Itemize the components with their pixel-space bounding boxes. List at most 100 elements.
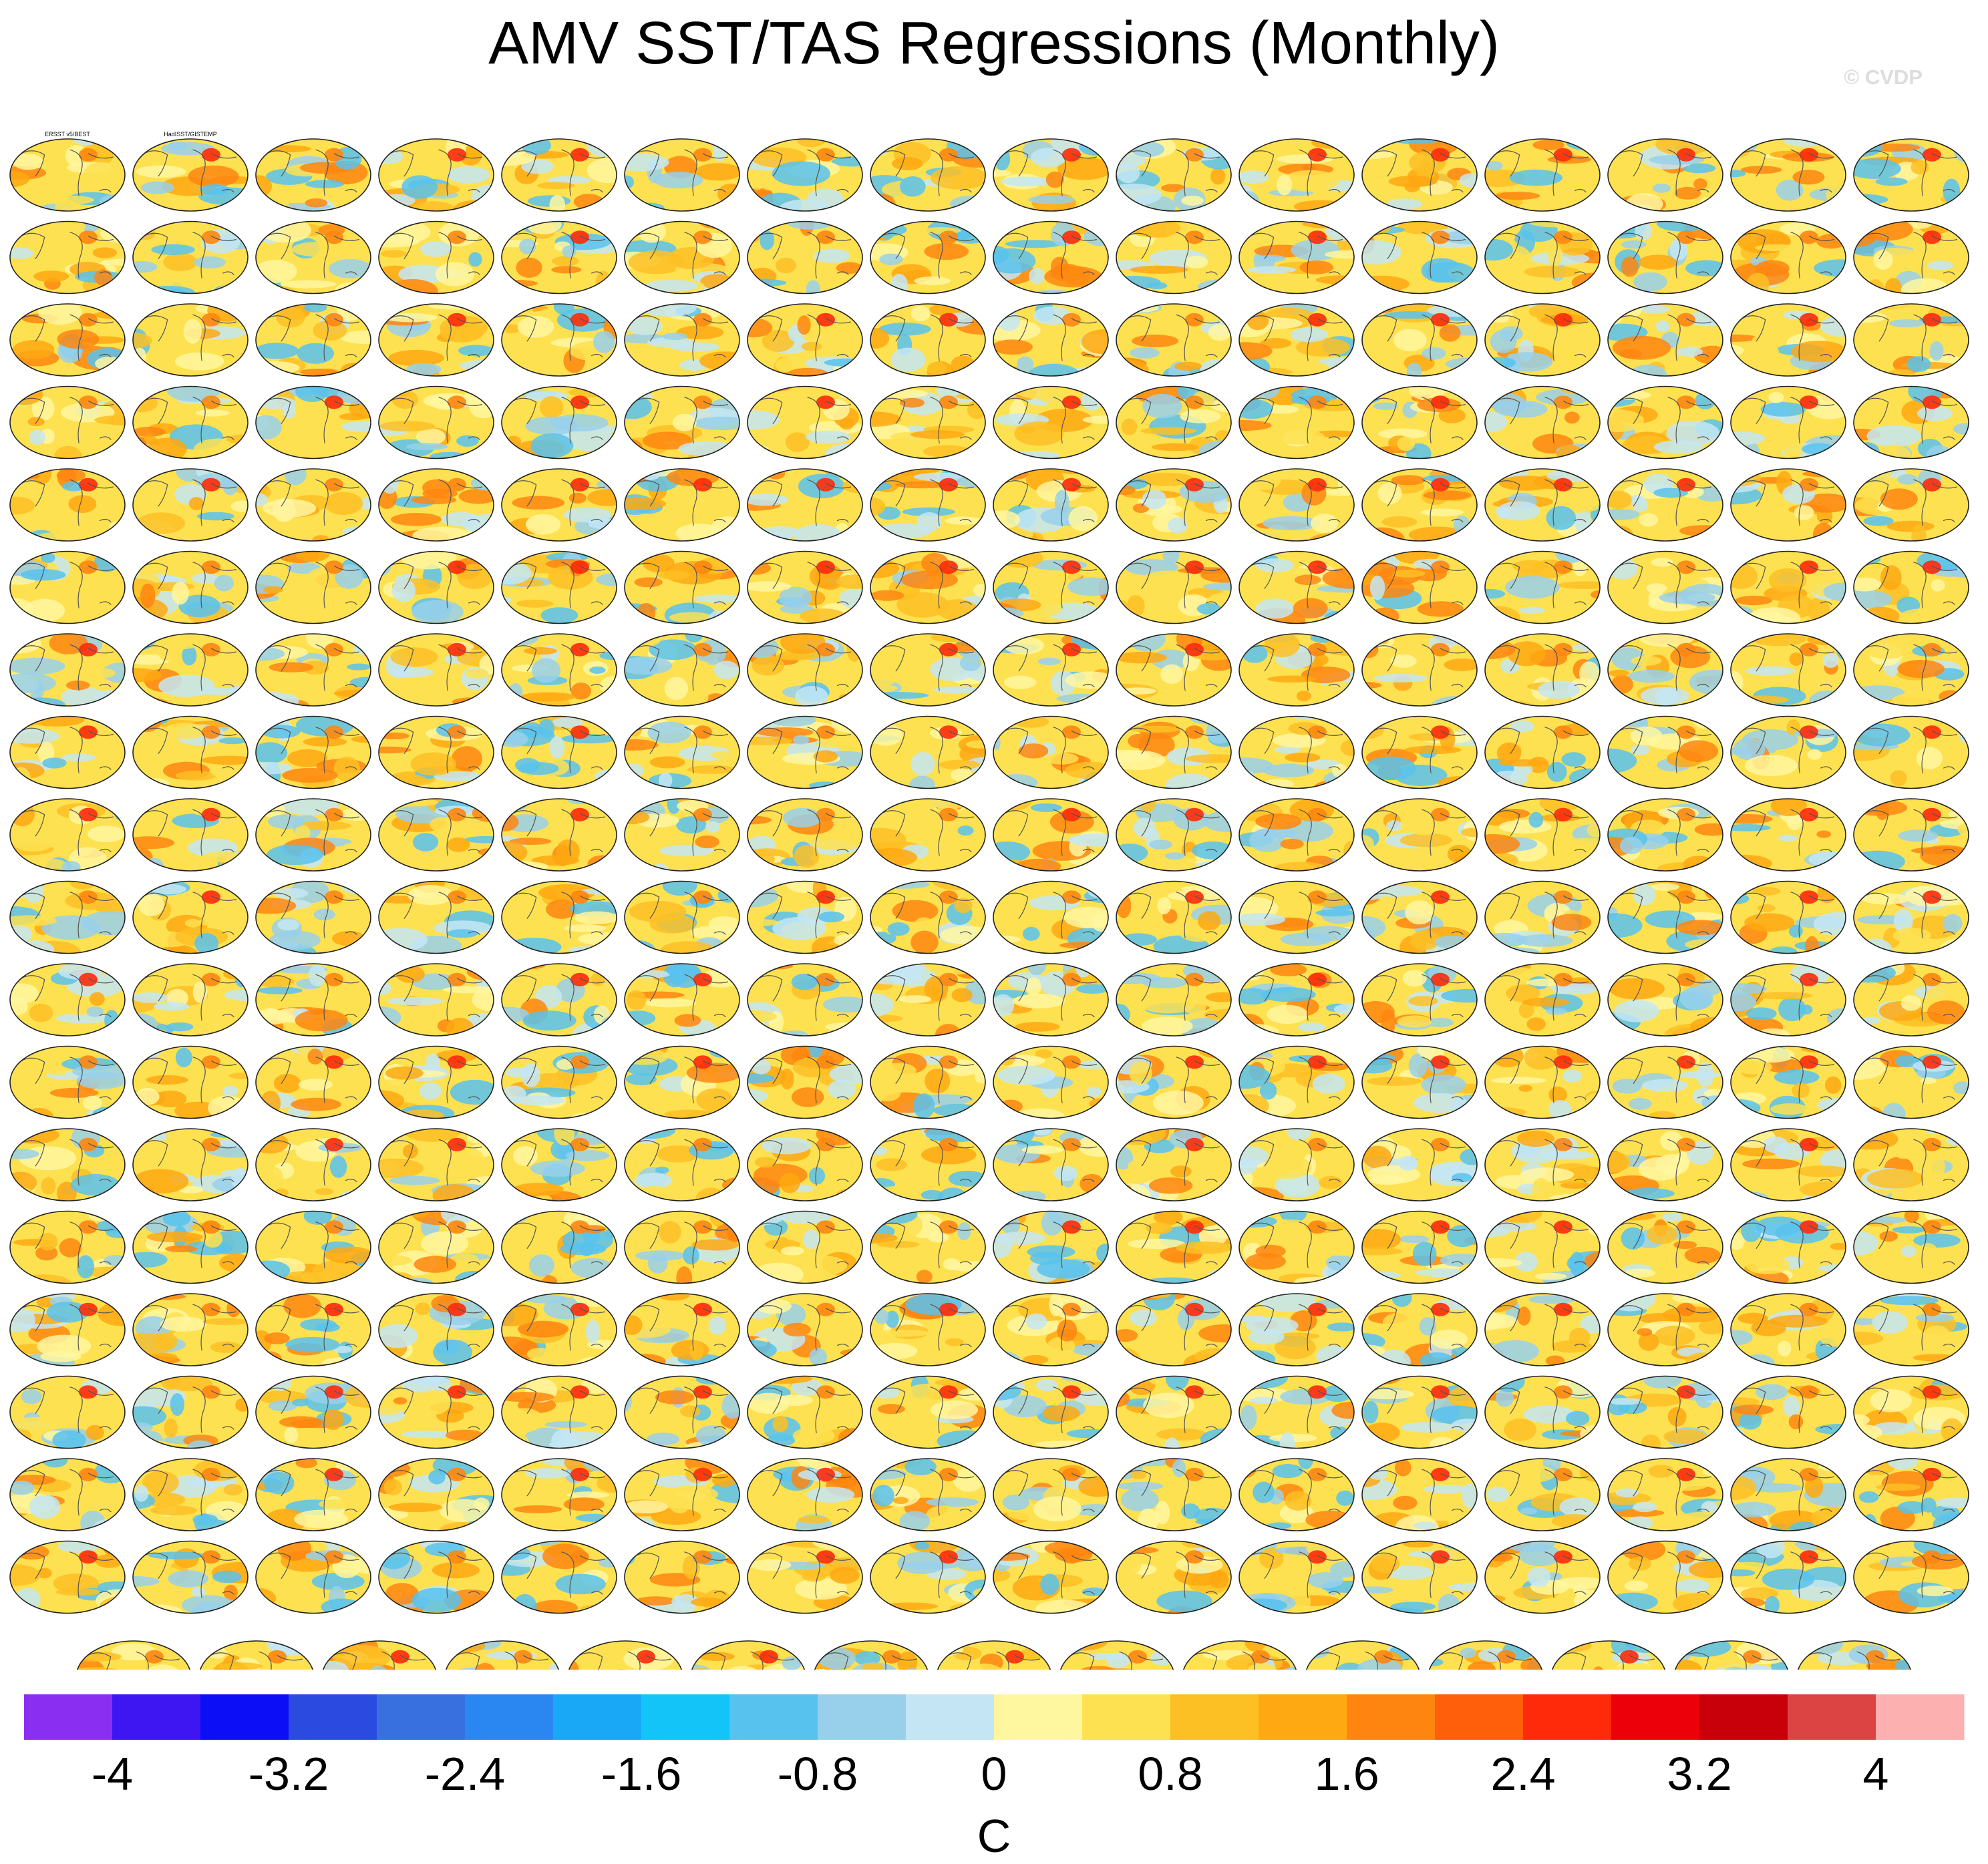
regression-map-panel [255, 1293, 371, 1366]
regression-map-panel [132, 1375, 248, 1449]
regression-map-panel [1361, 963, 1478, 1037]
regression-map-panel [378, 1293, 494, 1366]
regression-map-panel [747, 798, 863, 872]
regression-map-panel [870, 550, 986, 624]
regression-map-panel [501, 1458, 617, 1531]
regression-map-panel [1116, 1045, 1232, 1119]
colorbar-bin [994, 1694, 1083, 1740]
colorbar-bin [1611, 1694, 1700, 1740]
regression-map-panel [255, 1375, 371, 1449]
regression-map-panel [9, 1045, 126, 1119]
regression-map-panel [870, 1128, 986, 1201]
regression-map-panel [870, 1540, 986, 1614]
regression-map-panel [1607, 550, 1723, 624]
regression-map-panel [132, 1045, 248, 1119]
regression-map-panel [9, 1458, 126, 1531]
regression-map-panel [378, 1128, 494, 1201]
regression-map-panel [1116, 880, 1232, 954]
regression-map-panel [132, 468, 248, 542]
regression-map-panel [870, 963, 986, 1037]
regression-map-panel [1361, 1458, 1478, 1531]
regression-map-panel [501, 715, 617, 789]
regression-map-panel [1730, 1045, 1846, 1119]
colorbar-tick-label: 3.2 [1667, 1748, 1731, 1800]
colorbar-tick-label: -4 [92, 1748, 133, 1800]
regression-map-panel [1484, 550, 1601, 624]
regression-map-panel [501, 1210, 617, 1284]
figure-title: AMV SST/TAS Regressions (Monthly) [488, 10, 1500, 77]
regression-map-panel [1361, 1293, 1478, 1366]
regression-map-panel [1238, 138, 1355, 212]
regression-map-panel [1238, 303, 1355, 377]
regression-map-panel [1853, 633, 1969, 707]
regression-map-panel [9, 1540, 126, 1614]
regression-map-panel [378, 798, 494, 872]
regression-map-panel [993, 1045, 1109, 1119]
regression-map-panel [1361, 1375, 1478, 1449]
regression-map-panel [624, 1540, 740, 1614]
regression-map-panel [870, 220, 986, 295]
regression-map-panel [501, 633, 617, 707]
regression-map-panel [1238, 1128, 1355, 1201]
regression-map-panel [132, 880, 248, 954]
regression-map-panel [501, 1128, 617, 1201]
colorbar-tick-label: 0 [981, 1748, 1007, 1800]
regression-map-panel [993, 220, 1109, 295]
regression-map-panel [624, 1128, 740, 1201]
regression-map-panel [501, 798, 617, 872]
regression-map-panel [1238, 633, 1355, 707]
regression-map-panel [255, 963, 371, 1037]
regression-map-grid: ERSST v5/BEST HadISST/GISTEMP [9, 131, 1969, 1670]
regression-map-panel [378, 303, 494, 377]
regression-map-panel [1238, 1540, 1355, 1614]
regression-map-panel [255, 550, 371, 624]
regression-map-panel [501, 880, 617, 954]
regression-map-panel [1730, 1540, 1846, 1614]
regression-map-panel [255, 1540, 371, 1614]
regression-map-panel [1059, 1640, 1174, 1670]
regression-map-panel [132, 798, 248, 872]
regression-map-panel [1238, 1045, 1355, 1119]
regression-map-panel [378, 1375, 494, 1449]
regression-map-panel [1238, 963, 1355, 1037]
regression-map-panel [1853, 715, 1969, 789]
regression-map-panel [378, 1458, 494, 1531]
regression-map-panel [1484, 385, 1601, 459]
regression-map-panel [993, 1540, 1109, 1614]
regression-map-panel [1853, 1540, 1969, 1614]
regression-map-panel [1238, 550, 1355, 624]
regression-map-panel [747, 715, 863, 789]
regression-map-panel [1238, 1293, 1355, 1366]
regression-map-panel [624, 1210, 740, 1284]
regression-map-panel [9, 220, 126, 295]
regression-map-panel [1730, 385, 1846, 459]
regression-map-panel [9, 963, 126, 1037]
regression-map-panel [378, 1540, 494, 1614]
regression-map-panel [993, 1128, 1109, 1201]
regression-map-panel [132, 550, 248, 624]
regression-map-panel [1730, 1458, 1846, 1531]
colorbar-bin [1170, 1694, 1259, 1740]
regression-map-panel [747, 385, 863, 459]
regression-map-panel [1238, 468, 1355, 542]
regression-map-panel [624, 963, 740, 1037]
regression-map-panel [747, 1210, 863, 1284]
regression-map-panel [378, 1210, 494, 1284]
regression-map-panel [1116, 1375, 1232, 1449]
regression-map-panel [9, 1375, 126, 1449]
regression-map-panel [1361, 303, 1478, 377]
regression-map-panel [747, 220, 863, 295]
regression-map-panel [1116, 385, 1232, 459]
regression-map-panel [1607, 1210, 1723, 1284]
regression-map-panel [9, 1293, 126, 1366]
colorbar: -4 -3.2 -2.4 -1.6 -0.8 0 0.8 1.6 2.4 3.2 4 C [24, 1694, 1965, 1862]
regression-map-panel [378, 715, 494, 789]
regression-map-panel [9, 1210, 126, 1284]
regression-map-panel [1182, 1640, 1297, 1670]
regression-map-panel [624, 138, 740, 212]
regression-map-panel [624, 385, 740, 459]
regression-map-panel [1116, 550, 1232, 624]
regression-map-panel [1361, 880, 1478, 954]
colorbar-tick-label: -2.4 [425, 1748, 506, 1800]
regression-map-panel [691, 1640, 806, 1670]
